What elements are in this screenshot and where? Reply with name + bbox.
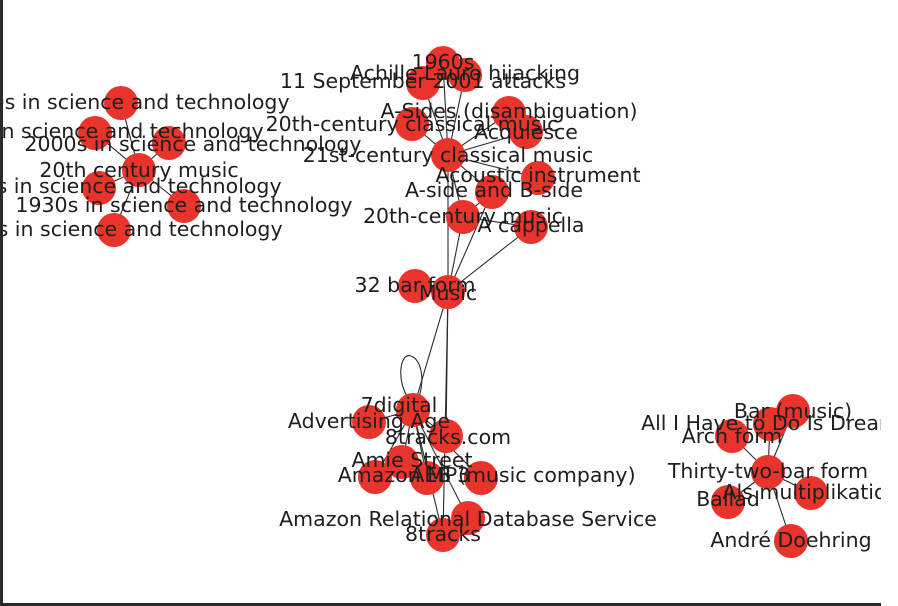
- edge: [447, 226, 532, 293]
- label-8tracks-com: 8tracks.com: [385, 425, 511, 449]
- node-a-side-and-b-side[interactable]: [475, 175, 509, 209]
- label-als-multiplikation: Als multiplikation: [722, 480, 898, 504]
- edge: [442, 291, 449, 536]
- label-20th-century-music-b: 20th century music: [39, 158, 238, 182]
- label-32-bar-form: 32 bar form: [355, 273, 476, 297]
- label-1930s-in-science-and-technology: 1930s in science and technology: [15, 193, 352, 217]
- node-8tracks[interactable]: [426, 518, 460, 552]
- label-7digital: 7digital: [361, 393, 438, 417]
- label-2000s-in-science-and-technology: 2000s in science and technology: [24, 132, 361, 156]
- label-1990s-in-science-and-technology: 1990s in science and technology: [3, 90, 290, 114]
- label-8tracks: 8tracks: [405, 522, 481, 546]
- node-1980s-in-science-and-technology[interactable]: [152, 126, 186, 160]
- label-a-sides-disambiguation: A-Sides (disambiguation): [381, 99, 638, 123]
- node-8tracks-com[interactable]: [429, 419, 463, 453]
- node-thirty-two-bar-form[interactable]: [751, 455, 785, 489]
- edge: [412, 291, 449, 411]
- node-20th-century-classical-music[interactable]: [395, 107, 429, 141]
- label-music: Music: [419, 281, 477, 305]
- label-a-cappella: A cappella: [478, 213, 585, 237]
- node-2000s-in-science-and-technology[interactable]: [78, 116, 112, 150]
- node-andre-doehring[interactable]: [774, 524, 808, 558]
- label-all-i-have-to-do-is-dream: All I Have to Do Is Dream: [641, 411, 898, 435]
- node-ballad[interactable]: [711, 485, 745, 519]
- node-arch-form[interactable]: [715, 419, 749, 453]
- label-11-september-2001-attacks: 11 September 2001 attacks: [280, 69, 566, 93]
- label-a-side-and-b-side: A-side and B-side: [405, 178, 583, 202]
- node-1990s-in-science-and-technology[interactable]: [104, 86, 138, 120]
- node-amie-street[interactable]: [385, 445, 419, 479]
- clip-margin: [881, 0, 898, 606]
- label-acoustic-instrument: Acoustic instrument: [435, 163, 640, 187]
- node-1930s-in-science-and-technology[interactable]: [167, 189, 201, 223]
- node-32-bar-form[interactable]: [398, 269, 432, 303]
- node-20th-century-music[interactable]: [446, 200, 480, 234]
- label-ballad: Ballad: [696, 487, 760, 511]
- label-1980s-in-science-and-technology: 1980s in science and technology: [3, 119, 264, 143]
- label-thirty-two-bar-form: Thirty-two-bar form: [667, 459, 868, 483]
- edge: [447, 191, 493, 293]
- label-advertising-age: Advertising Age: [288, 409, 450, 433]
- node-achille-lauro-hijacking[interactable]: [448, 58, 482, 92]
- node-amazon-mp3[interactable]: [358, 460, 392, 494]
- graph-labels: 1960s Achille Lauro hijacking 11 Septemb…: [3, 50, 898, 552]
- node-acoustic-instrument[interactable]: [521, 161, 555, 195]
- label-aeb-music-company: AEB (music company): [410, 463, 635, 487]
- node-21st-century-classical-music[interactable]: [431, 138, 465, 172]
- label-1960s: 1960s: [412, 50, 475, 74]
- node-aeb-music-company[interactable]: [464, 461, 498, 495]
- node-1920s-in-science-and-technology[interactable]: [97, 213, 131, 247]
- label-20th-century-classical-music: 20th-century classical music: [266, 112, 559, 136]
- label-andre-doehring: André Doehring: [710, 528, 871, 552]
- node-als-multiplikation[interactable]: [794, 476, 828, 510]
- edge-self-loop: [400, 355, 423, 403]
- label-acquiesce: Acquiesce: [474, 120, 578, 144]
- node-1970s-in-science-and-technology[interactable]: [82, 171, 116, 205]
- label-amie-street: Amie Street: [351, 448, 472, 472]
- label-20th-century-music: 20th-century music: [363, 204, 563, 228]
- node-amazon-relational-database-service[interactable]: [451, 501, 485, 535]
- node-advertising-age[interactable]: [352, 405, 386, 439]
- edge: [412, 409, 469, 519]
- node-all-i-have-to-do-is-dream[interactable]: [753, 407, 787, 441]
- label-achille-lauro-hijacking: Achille Lauro hijacking: [350, 61, 580, 85]
- node-music[interactable]: [431, 275, 465, 309]
- label-arch-form: Arch form: [682, 424, 783, 448]
- node-a-cappella[interactable]: [514, 210, 548, 244]
- node-amazon-mp3-b[interactable]: [410, 461, 444, 495]
- label-amazon-relational-database-service: Amazon Relational Database Service: [279, 507, 657, 531]
- node-acquiesce[interactable]: [509, 115, 543, 149]
- node-11-september-2001-attacks[interactable]: [406, 66, 440, 100]
- label-21st-century-classical-music: 21st-century classical music: [303, 143, 593, 167]
- label-bar-music: Bar (music): [734, 399, 852, 423]
- node-7digital[interactable]: [396, 393, 430, 427]
- network-graph: 1960s Achille Lauro hijacking 11 Septemb…: [3, 46, 898, 558]
- label-1970s-in-science-and-technology: 1970s in science and technology: [3, 174, 282, 198]
- node-20th-century-music-b[interactable]: [122, 153, 156, 187]
- label-amazon-mp3: Amazon MP3: [338, 463, 470, 487]
- label-1920s-in-science-and-technology: 1920s in science and technology: [3, 217, 283, 241]
- graph-nodes: [78, 46, 828, 558]
